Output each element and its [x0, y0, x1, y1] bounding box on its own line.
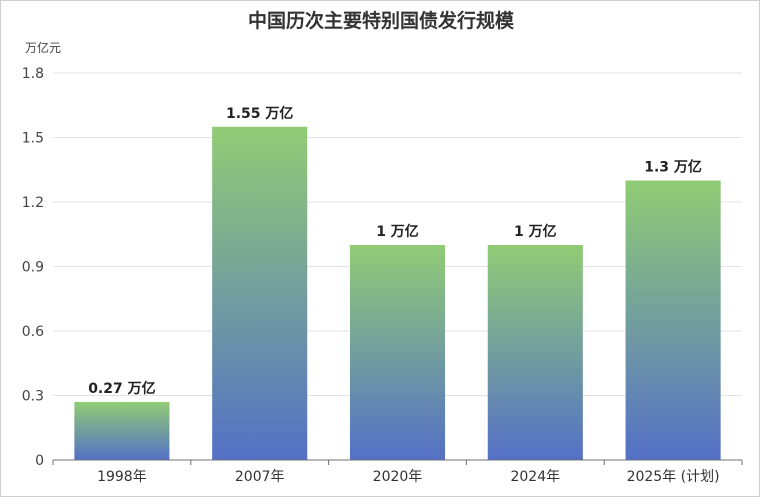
x-axis-ticks: 1998年 2007年 2020年 2024年 2025年 (计划)	[52, 460, 743, 485]
bar	[625, 180, 721, 460]
x-tick-label: 1998年	[97, 469, 147, 485]
bar	[349, 245, 446, 460]
y-tick-label: 1.2	[22, 195, 44, 211]
x-tick-label: 2020年	[373, 469, 423, 485]
bars	[74, 126, 721, 460]
y-tick-label: 1.5	[22, 131, 44, 147]
bar-value-label: 1.55 万亿	[226, 105, 293, 122]
y-tick-label: 0	[35, 453, 44, 469]
y-axis-unit-label: 万亿元	[25, 40, 61, 55]
y-tick-label: 0.3	[22, 389, 44, 405]
bar-value-label: 1.3 万亿	[644, 159, 702, 176]
bar	[212, 126, 308, 460]
y-tick-label: 0.6	[22, 324, 44, 340]
bar-value-label: 1 万亿	[376, 223, 419, 240]
y-tick-label: 1.8	[22, 66, 44, 82]
bar	[74, 401, 170, 460]
bar-value-label: 0.27 万亿	[88, 380, 155, 397]
x-tick-label: 2007年	[235, 469, 285, 485]
y-axis-ticks: 0 0.3 0.6 0.9 1.2 1.5 1.8	[22, 66, 44, 469]
chart-title: 中国历次主要特别国债发行规模	[248, 9, 515, 32]
y-tick-label: 0.9	[22, 260, 44, 276]
bar	[487, 245, 583, 460]
data-labels: 0.27 万亿 1.55 万亿 1 万亿 1 万亿 1.3 万亿	[88, 105, 702, 397]
x-tick-label: 2025年 (计划)	[627, 469, 720, 485]
x-tick-label: 2024年	[510, 469, 560, 485]
bar-value-label: 1 万亿	[514, 223, 557, 240]
